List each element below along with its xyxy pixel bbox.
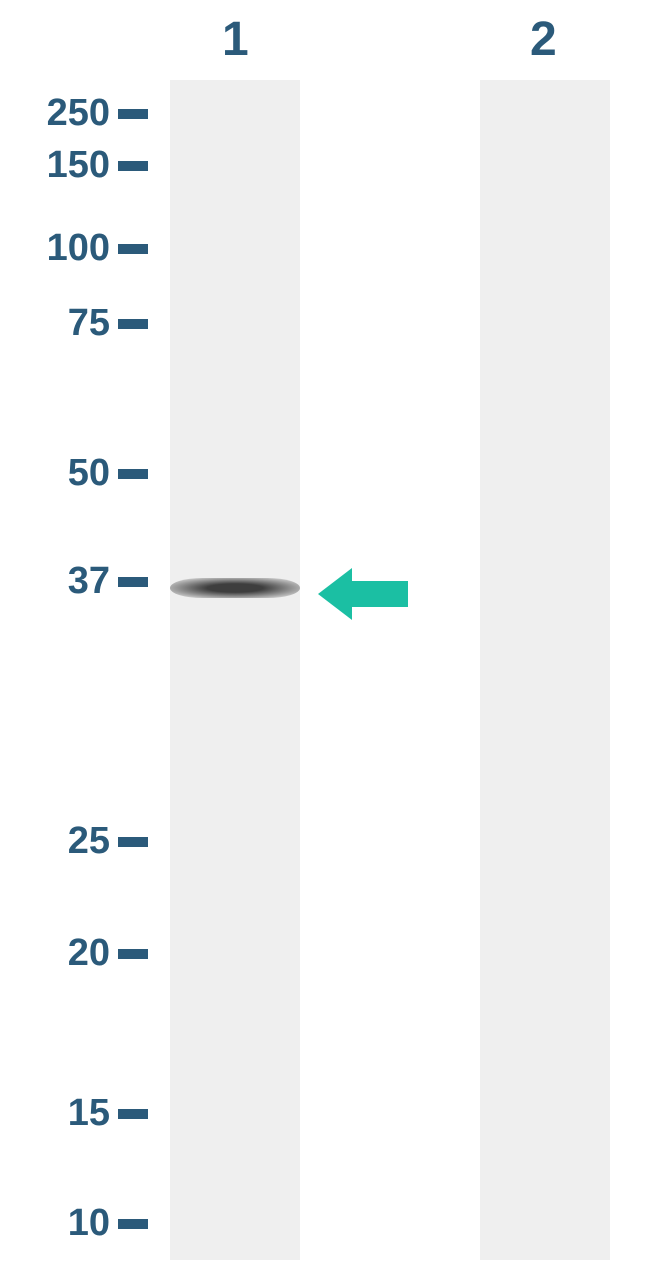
marker-75-tick (118, 319, 148, 329)
marker-20-tick (118, 949, 148, 959)
lane-2 (480, 80, 610, 1260)
marker-10-label: 10 (30, 1202, 110, 1245)
marker-250: 250 (30, 92, 148, 135)
marker-50-tick (118, 469, 148, 479)
marker-75: 75 (30, 302, 148, 345)
marker-100-label: 100 (30, 227, 110, 270)
marker-10-tick (118, 1219, 148, 1229)
lane-header-1: 1 (222, 12, 249, 67)
marker-15-label: 15 (30, 1092, 110, 1135)
marker-250-tick (118, 109, 148, 119)
marker-25-label: 25 (30, 820, 110, 863)
arrow-body (352, 581, 408, 607)
marker-150: 150 (30, 144, 148, 187)
marker-15: 15 (30, 1092, 148, 1135)
lane-header-2: 2 (530, 12, 557, 67)
marker-100: 100 (30, 227, 148, 270)
lane-1 (170, 80, 300, 1260)
arrow-head-icon (318, 568, 352, 620)
marker-37: 37 (30, 560, 148, 603)
lane-header-2-label: 2 (530, 13, 557, 66)
marker-250-label: 250 (30, 92, 110, 135)
marker-50: 50 (30, 452, 148, 495)
marker-15-tick (118, 1109, 148, 1119)
marker-25-tick (118, 837, 148, 847)
marker-20: 20 (30, 932, 148, 975)
band-arrow (318, 568, 408, 620)
marker-37-label: 37 (30, 560, 110, 603)
marker-10: 10 (30, 1202, 148, 1245)
marker-25: 25 (30, 820, 148, 863)
marker-20-label: 20 (30, 932, 110, 975)
marker-37-tick (118, 577, 148, 587)
marker-50-label: 50 (30, 452, 110, 495)
lane-header-1-label: 1 (222, 13, 249, 66)
blot-container: 1 2 250 150 100 75 50 37 25 20 15 (0, 0, 650, 1270)
marker-75-label: 75 (30, 302, 110, 345)
marker-100-tick (118, 244, 148, 254)
marker-150-label: 150 (30, 144, 110, 187)
band-lane1-37kda (170, 578, 300, 598)
marker-150-tick (118, 161, 148, 171)
